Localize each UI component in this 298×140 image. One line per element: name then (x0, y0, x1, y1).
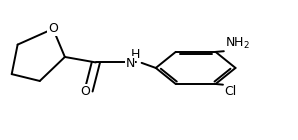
Text: H: H (131, 48, 140, 61)
Text: O: O (48, 22, 58, 35)
Text: Cl: Cl (224, 85, 237, 98)
Text: NH$_2$: NH$_2$ (225, 35, 250, 51)
Text: O: O (80, 85, 91, 98)
Text: N: N (126, 57, 135, 70)
